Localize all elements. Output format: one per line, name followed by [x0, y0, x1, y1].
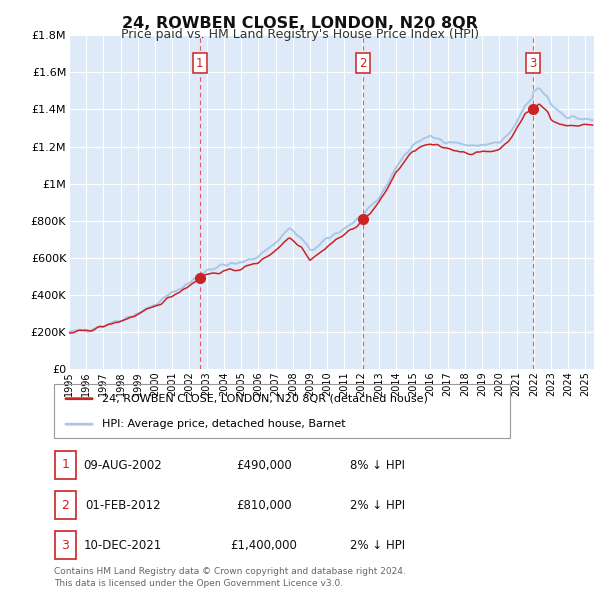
Text: 10-DEC-2021: 10-DEC-2021 — [84, 539, 162, 552]
Text: 01-FEB-2012: 01-FEB-2012 — [85, 499, 161, 512]
Text: 2: 2 — [359, 57, 367, 70]
Text: £490,000: £490,000 — [236, 459, 292, 472]
Text: 2: 2 — [61, 499, 70, 512]
Text: 8% ↓ HPI: 8% ↓ HPI — [350, 459, 406, 472]
Text: 2% ↓ HPI: 2% ↓ HPI — [350, 499, 406, 512]
Text: Price paid vs. HM Land Registry's House Price Index (HPI): Price paid vs. HM Land Registry's House … — [121, 28, 479, 41]
Text: £810,000: £810,000 — [236, 499, 292, 512]
Text: 24, ROWBEN CLOSE, LONDON, N20 8QR (detached house): 24, ROWBEN CLOSE, LONDON, N20 8QR (detac… — [102, 394, 428, 404]
Text: 1: 1 — [61, 458, 70, 471]
Text: Contains HM Land Registry data © Crown copyright and database right 2024.
This d: Contains HM Land Registry data © Crown c… — [54, 567, 406, 588]
Text: HPI: Average price, detached house, Barnet: HPI: Average price, detached house, Barn… — [102, 419, 346, 429]
Text: 1: 1 — [196, 57, 203, 70]
Text: 24, ROWBEN CLOSE, LONDON, N20 8QR: 24, ROWBEN CLOSE, LONDON, N20 8QR — [122, 16, 478, 31]
Text: 2% ↓ HPI: 2% ↓ HPI — [350, 539, 406, 552]
Text: 3: 3 — [61, 539, 70, 552]
Text: £1,400,000: £1,400,000 — [230, 539, 298, 552]
Text: 3: 3 — [529, 57, 536, 70]
Text: 09-AUG-2002: 09-AUG-2002 — [83, 459, 163, 472]
